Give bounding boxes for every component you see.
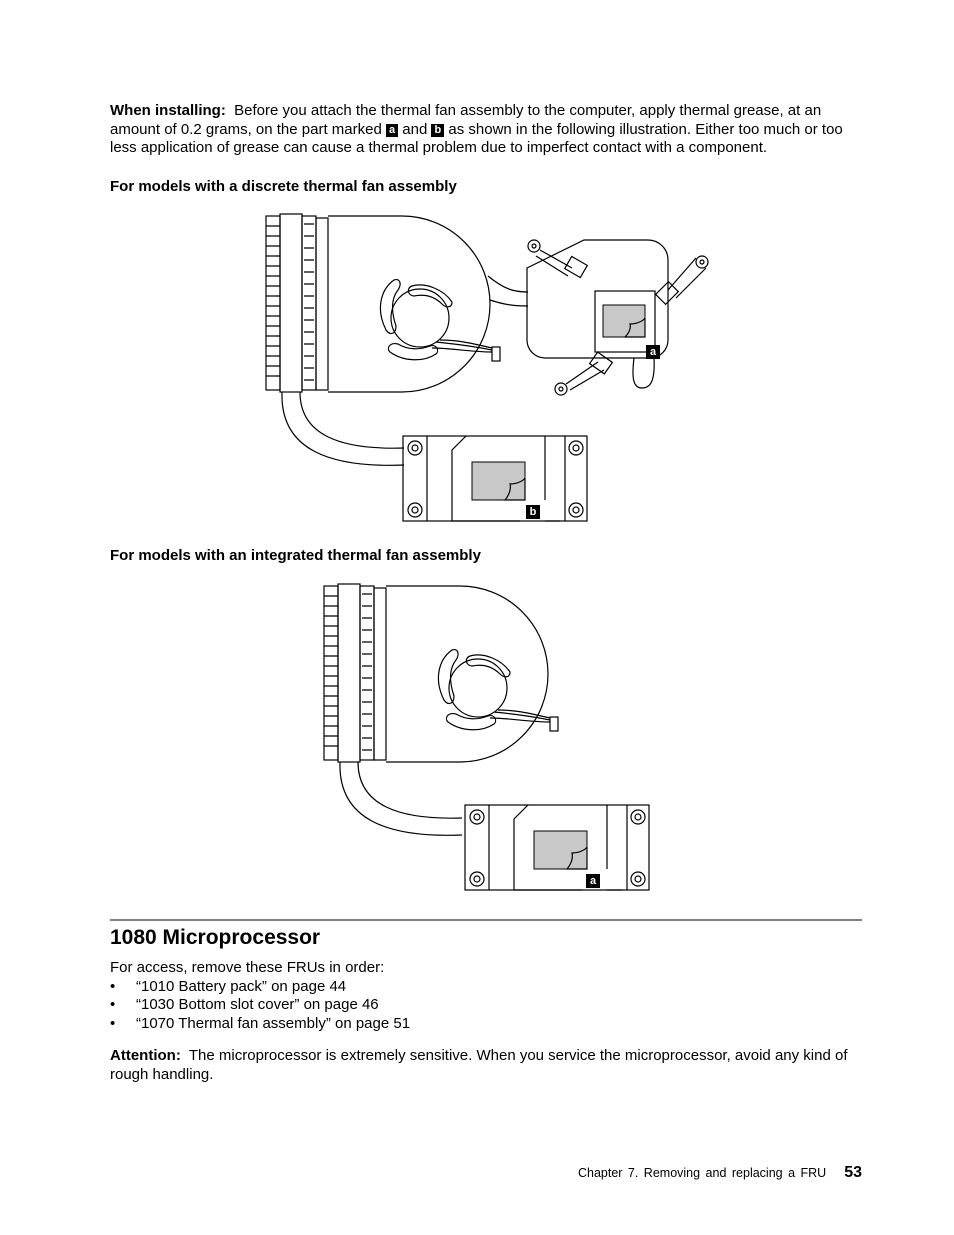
callout-box <box>526 505 540 519</box>
footer: Chapter 7. Removing and replacing a FRU 5… <box>578 1164 862 1182</box>
callout: b <box>431 123 445 137</box>
text: “1070 Thermal fan assembly” on page 51 <box>136 1014 411 1032</box>
fru-list: “1010 Battery pack” on page 44 “1030 Bot… <box>110 978 862 1034</box>
attention-paragraph: Attention: The microprocessor is extreme… <box>110 1047 862 1084</box>
list-item: “1070 Thermal fan assembly” on page 51 <box>110 1015 862 1034</box>
text: and <box>402 120 428 138</box>
callout: a <box>590 875 597 887</box>
callout-box <box>586 874 600 888</box>
installing-paragraph: When installing: Before you attach the t… <box>110 102 862 158</box>
callout: b <box>530 506 537 518</box>
list-item: “1030 Bottom slot cover” on page 46 <box>110 996 862 1015</box>
text: The microprocessor is extremely sensitiv… <box>110 1047 848 1083</box>
callout: a <box>385 123 399 137</box>
intro: For access, remove these FRUs in order: <box>110 959 385 976</box>
subheading: For models with an integrated thermal fa… <box>110 547 481 564</box>
list-item: “1010 Battery pack” on page 44 <box>110 978 862 997</box>
text: as shown in the following illustration. … <box>110 120 843 157</box>
callout: a <box>650 346 657 358</box>
callout-box <box>646 345 660 359</box>
label: Attention: <box>110 1047 181 1064</box>
cpu-module <box>487 239 709 396</box>
access-list: For access, remove these FRUs in order: … <box>110 959 862 1033</box>
text: “1010 Battery pack” on page 44 <box>136 977 347 995</box>
subheading: For models with a discrete thermal fan a… <box>110 178 457 195</box>
text: “1030 Bottom slot cover” on page 46 <box>136 996 379 1013</box>
page-number: 53 <box>844 1164 862 1181</box>
chapter: Chapter 7. Removing and replacing a FRU <box>577 1166 827 1180</box>
section-title: 1080 Microprocessor <box>110 926 321 949</box>
label: When installing: <box>110 102 226 119</box>
text: Before you attach the thermal fan assemb… <box>110 102 822 138</box>
